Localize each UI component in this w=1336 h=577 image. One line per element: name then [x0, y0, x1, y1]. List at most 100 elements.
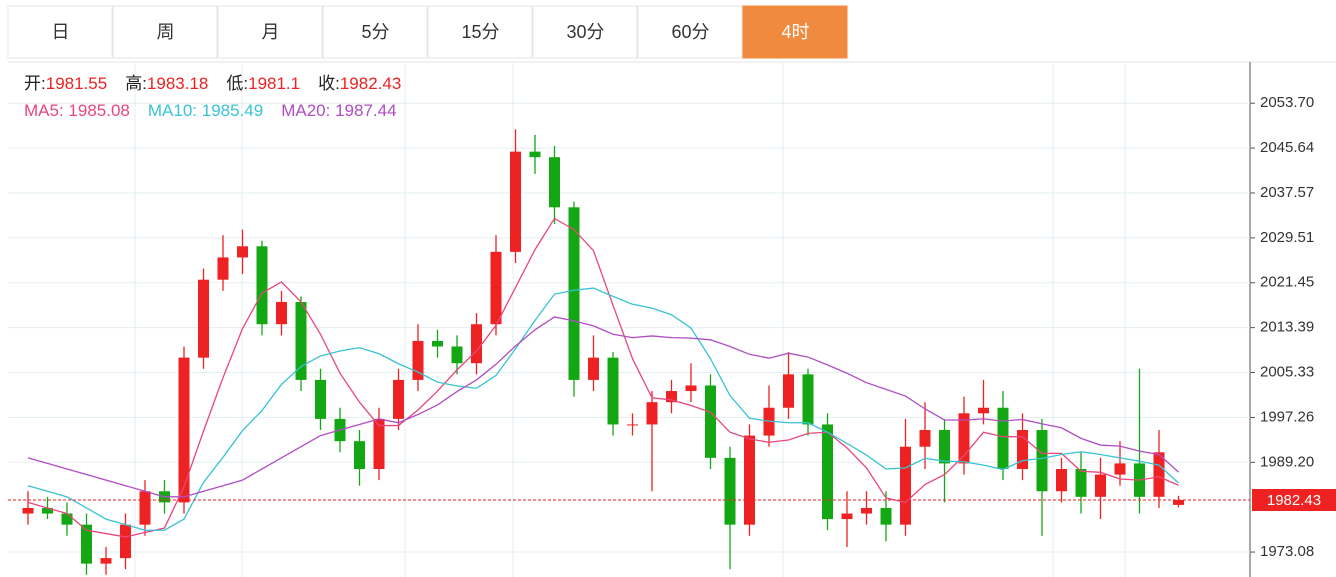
tab-bg: [7, 5, 113, 59]
tab-bg: [112, 5, 218, 59]
candle-body: [549, 157, 560, 208]
candle-body: [1173, 500, 1184, 505]
tab[interactable]: 30分: [532, 5, 638, 59]
ohlc-info: 开:1981.55 高:1983.18 低:1981.1 收:1982.43: [24, 74, 401, 93]
candle-body: [237, 246, 248, 258]
candle-body: [568, 207, 580, 380]
candle-body: [919, 430, 931, 447]
candle-body: [1075, 468, 1087, 497]
y-tick-label: 2005.33: [1260, 363, 1314, 380]
candle-body: [315, 379, 326, 419]
info-label: 收:: [318, 74, 340, 93]
candle-body: [1056, 468, 1067, 492]
ma-line: [27, 316, 1179, 498]
candle-body: [646, 402, 658, 425]
tab[interactable]: 15分: [427, 5, 533, 59]
candle-body: [354, 441, 365, 469]
y-tick-label: 2037.57: [1260, 184, 1314, 201]
info-value: 1981.1: [248, 74, 300, 93]
y-tick-label: 1973.08: [1260, 543, 1314, 560]
tab-bg: [217, 5, 323, 59]
candle-body: [139, 491, 151, 525]
candle-body: [841, 513, 853, 520]
candle-body: [822, 424, 833, 520]
ma-colon: :: [326, 101, 335, 120]
tab-label: 日: [52, 22, 70, 42]
candle-body: [1095, 474, 1106, 497]
y-tick-label: 1989.20: [1260, 453, 1314, 470]
tab-label: 4时: [781, 22, 809, 42]
candle-body: [978, 407, 989, 414]
candle-body: [880, 507, 892, 525]
ma-info: MA5: 1985.08 MA10: 1985.49 MA20: 1987.44: [24, 101, 397, 120]
candle-body: [627, 424, 638, 426]
candle-body: [1017, 430, 1028, 469]
candle-body: [861, 507, 872, 514]
candle-body: [412, 340, 424, 380]
candle-body: [802, 374, 814, 425]
candle-body: [744, 435, 755, 525]
info-value: 1981.55: [46, 74, 107, 93]
candle-body: [81, 524, 92, 564]
candle-body: [958, 413, 970, 464]
candle-body: [393, 379, 404, 419]
price-tag-label: 1982.43: [1267, 492, 1321, 509]
tab-bg: [322, 5, 428, 59]
ma-name: MA5: [24, 101, 59, 120]
overlay: 2053.70 2045.64 2037.57 2029.51 2021.45 2013.…: [24, 74, 1336, 560]
candle-body: [120, 524, 131, 559]
tab-bg: [742, 5, 848, 59]
candle-body: [276, 301, 287, 325]
candle-body: [783, 374, 794, 408]
tab[interactable]: 5分: [322, 5, 428, 59]
tab-label: 60分: [671, 22, 709, 42]
candle-body: [1153, 452, 1165, 497]
candle-body: [373, 418, 385, 469]
candle-body: [256, 246, 268, 325]
y-tick-label: 2053.70: [1260, 94, 1314, 111]
candle-body: [22, 507, 34, 514]
ma-value: 1985.08: [68, 101, 129, 120]
info-label: 低:: [226, 74, 248, 93]
ma-colon: :: [192, 101, 201, 120]
tab-bg: [427, 5, 533, 59]
tab-bg: [637, 5, 743, 59]
y-tick-label: 1997.26: [1260, 408, 1314, 425]
y-tick-label: 2013.39: [1260, 319, 1314, 336]
ma-name: MA20: [281, 101, 325, 120]
candle-body: [100, 558, 112, 564]
candle-body: [529, 151, 541, 158]
candle-body: [198, 279, 209, 358]
tab-label: 月: [262, 22, 280, 42]
ma-line: [27, 287, 1179, 531]
tab[interactable]: 月: [217, 5, 323, 59]
tab-label: 30分: [566, 22, 604, 42]
candle-body: [217, 257, 229, 280]
ma-line: [27, 217, 1179, 538]
candle-body: [471, 324, 482, 364]
info-label: 高:: [125, 74, 147, 93]
candle-body: [451, 346, 463, 364]
candle-body: [490, 251, 502, 325]
candle-body: [510, 151, 521, 252]
candle-body: [588, 357, 599, 380]
price-tag: [1252, 489, 1336, 512]
tab[interactable]: 日: [7, 5, 113, 59]
tab[interactable]: 周: [112, 5, 218, 59]
y-tick-label: 2045.64: [1260, 139, 1314, 156]
tab[interactable]: 4时: [742, 5, 848, 59]
tab[interactable]: 60分: [637, 5, 743, 59]
candle-body: [724, 457, 736, 525]
candle-body: [607, 357, 619, 425]
candle-body: [432, 340, 443, 347]
candle-body: [939, 430, 950, 464]
candle-body: [666, 391, 677, 403]
tab-label: 周: [157, 22, 175, 42]
candle-body: [997, 407, 1009, 469]
ma-name: MA10: [148, 101, 192, 120]
info-value: 1983.18: [147, 74, 208, 93]
candle-body: [685, 385, 697, 392]
candle-body: [178, 357, 190, 503]
